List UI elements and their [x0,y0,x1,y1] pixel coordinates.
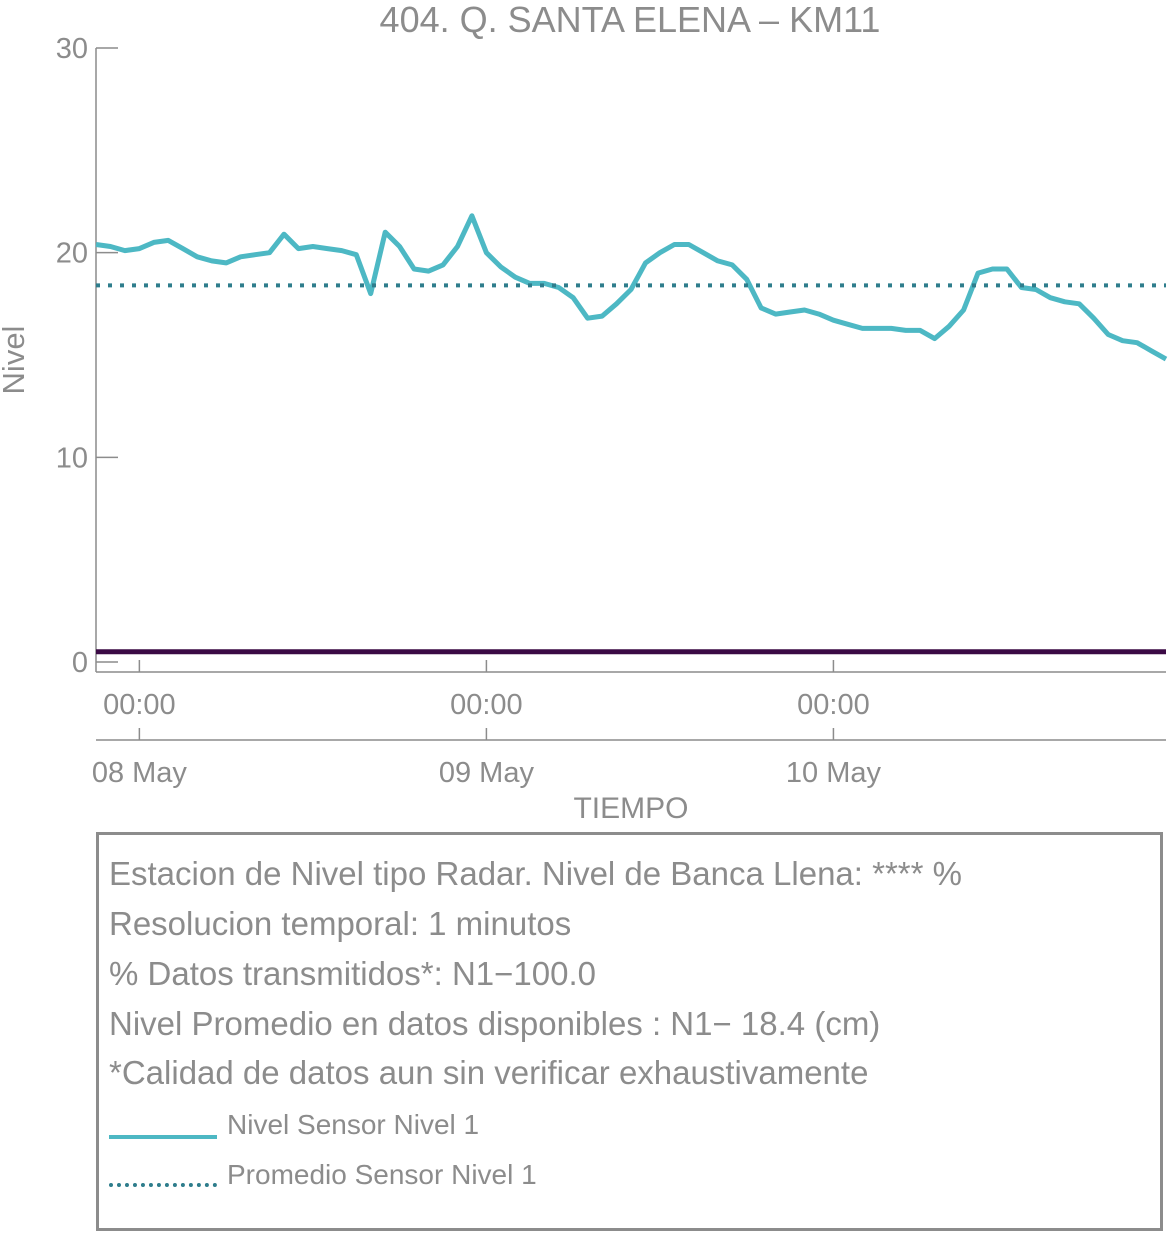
info-quality-line: *Calidad de datos aun sin verificar exha… [109,1054,869,1091]
sensor-series-line [95,213,1168,362]
x-ticks: 00:00 08 May 00:00 09 May 00:00 10 May [92,660,882,789]
y-ticks: 0 10 20 30 [56,33,118,679]
info-resolution-line: Resolucion temporal: 1 minutos [109,905,572,942]
series-layer [95,213,1168,655]
legend-label-average: Promedio Sensor Nivel 1 [227,1159,537,1190]
info-average-line: Nivel Promedio en datos disponibles : N1… [109,1005,881,1042]
x-tick-label-time: 00:00 [797,689,870,721]
y-tick-label: 0 [72,647,88,679]
x-tick-label-time: 00:00 [103,689,176,721]
info-radar-line: Estacion de Nivel tipo Radar. Nivel de B… [109,855,962,892]
x-tick-label-date: 10 May [786,757,882,789]
y-tick-label: 20 [56,238,88,270]
x-tick-label-time: 00:00 [450,689,523,721]
x-tick-label-date: 09 May [439,757,535,789]
legend-label-sensor: Nivel Sensor Nivel 1 [227,1109,480,1140]
info-panel: Estacion de Nivel tipo Radar. Nivel de B… [96,832,1163,1231]
y-tick-label: 30 [56,33,88,65]
legend-swatch-average [109,1183,217,1187]
chart-area: 404. Q. SANTA ELENA – KM11 Nivel TIEMPO … [0,0,1168,825]
info-transmitted-line: % Datos transmitidos*: N1−100.0 [109,955,596,992]
x-axis-label: TIEMPO [573,792,688,825]
chart-title: 404. Q. SANTA ELENA – KM11 [380,0,881,40]
y-axis-label: Nivel [0,326,31,395]
y-tick-label: 10 [56,442,88,474]
x-tick-label-date: 08 May [92,757,188,789]
legend-swatch-sensor [109,1135,217,1139]
